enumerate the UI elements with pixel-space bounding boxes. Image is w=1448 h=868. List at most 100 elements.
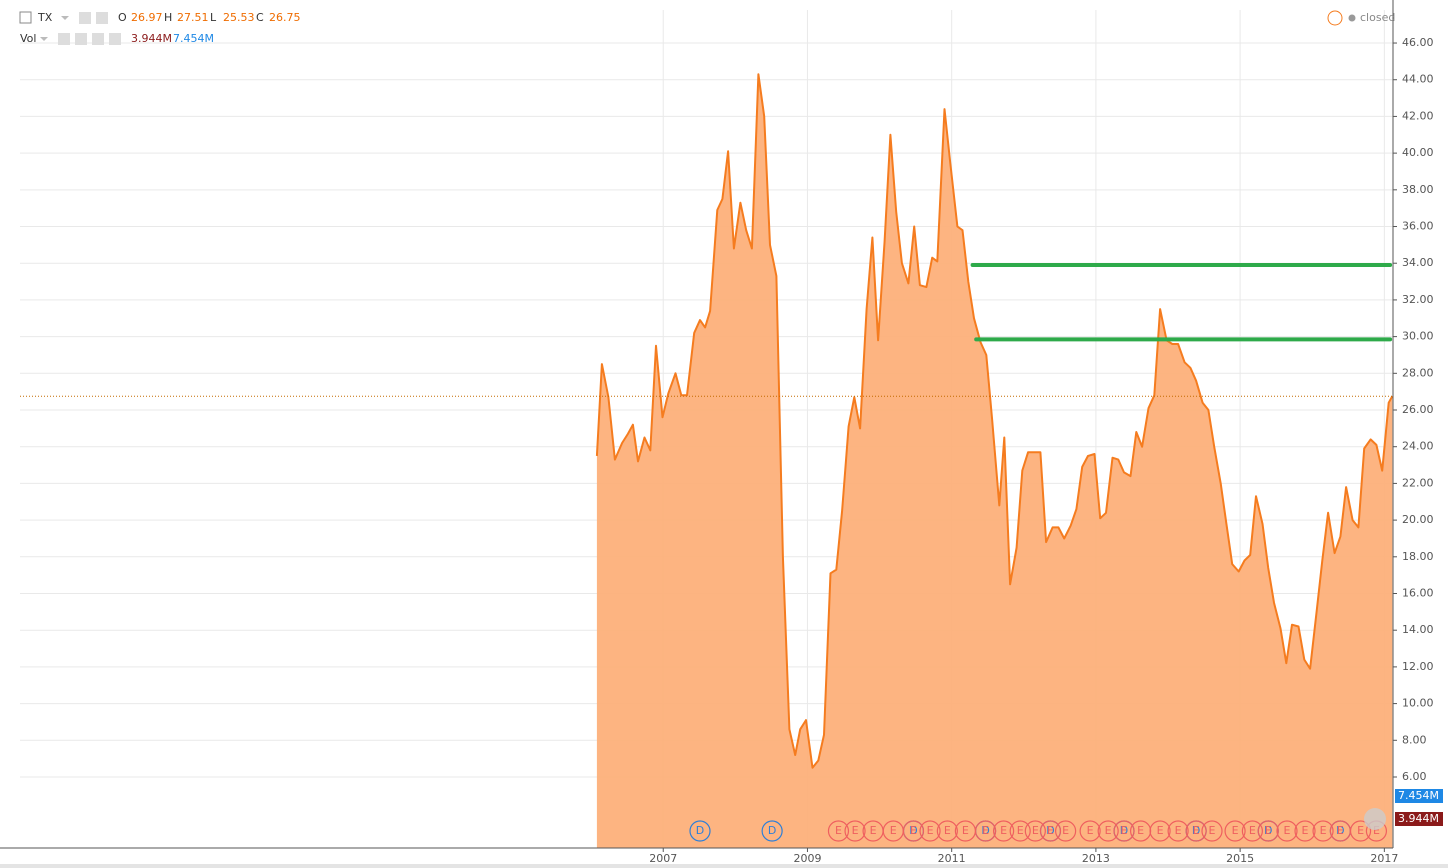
event-label: D [1336, 824, 1344, 837]
event-label: E [1062, 824, 1069, 837]
settings-icon[interactable] [75, 33, 87, 45]
event-label: E [962, 824, 969, 837]
event-label: E [870, 824, 877, 837]
event-label: E [1302, 824, 1309, 837]
event-label: D [696, 824, 704, 837]
event-marker [1257, 820, 1279, 842]
event-marker [1024, 820, 1046, 842]
event-marker [827, 820, 850, 842]
status-dot [1348, 14, 1356, 22]
y-tick-label: 8.00 [1402, 733, 1427, 746]
event-label: E [1121, 824, 1128, 837]
y-tick-label: 14.00 [1402, 623, 1434, 636]
ohlc-value: 26.75 [269, 11, 301, 24]
event-label: E [927, 824, 934, 837]
menu-icon[interactable] [19, 11, 32, 24]
event-marker [1009, 820, 1031, 842]
y-tick-label: 46.00 [1402, 36, 1434, 49]
close-icon[interactable] [109, 33, 121, 45]
ohlc-value: 26.97 [131, 11, 163, 24]
event-label: E [982, 824, 989, 837]
event-marker [1113, 820, 1135, 842]
event-label: E [1175, 824, 1182, 837]
event-marker [1312, 820, 1334, 842]
y-tick-label: 28.00 [1402, 366, 1434, 379]
event-label: E [1249, 824, 1256, 837]
eye-icon[interactable] [79, 12, 91, 24]
event-marker [974, 820, 997, 842]
event-label: E [835, 824, 842, 837]
event-label: E [1209, 824, 1216, 837]
event-label: E [1137, 824, 1144, 837]
event-label: D [1120, 824, 1128, 837]
event-marker [1276, 820, 1298, 842]
event-marker [1201, 820, 1223, 842]
x-tick-label: 2015 [1226, 852, 1254, 865]
y-tick-label: 18.00 [1402, 550, 1434, 563]
y-tick-label: 42.00 [1402, 109, 1434, 122]
price-line [595, 73, 1394, 769]
event-marker [844, 820, 866, 842]
event-label: E [890, 824, 897, 837]
event-marker [1097, 820, 1119, 842]
ohlc-key: C [256, 11, 264, 24]
event-marker [1079, 820, 1101, 842]
event-marker [1241, 820, 1263, 842]
add-icon[interactable] [92, 33, 104, 45]
event-label: E [1193, 824, 1200, 837]
x-tick-label: 2017 [1370, 852, 1398, 865]
event-label: E [1320, 824, 1327, 837]
x-tick-label: 2011 [938, 852, 966, 865]
volume-tag [1395, 812, 1443, 826]
ohlc-key: O [118, 11, 127, 24]
ohlc-key: L [210, 11, 217, 24]
dropdown[interactable] [40, 37, 48, 41]
event-marker [919, 820, 941, 842]
y-tick-label: 40.00 [1402, 146, 1434, 159]
event-marker [689, 820, 711, 842]
dropdown[interactable] [61, 16, 69, 20]
event-label: E [1337, 824, 1344, 837]
settings-icon[interactable] [96, 12, 108, 24]
y-tick-label: 38.00 [1402, 183, 1434, 196]
event-label: E [852, 824, 859, 837]
plot: D D D D D D D D DE E E E E E E E E E E E E E E E E E E E E E E E E E E E E E E [20, 73, 1394, 848]
event-marker [936, 820, 958, 842]
warning-icon[interactable] [1327, 10, 1343, 26]
event-label: E [1373, 824, 1380, 837]
x-tick-label: 2009 [793, 852, 821, 865]
event-label: E [1157, 824, 1164, 837]
eye-icon[interactable] [58, 33, 70, 45]
y-tick-label: 12.00 [1402, 660, 1434, 673]
event-marker [992, 820, 1015, 842]
y-tick-label: 20.00 [1402, 513, 1434, 526]
symbol: TX [37, 11, 53, 24]
ohlc-key: H [164, 11, 172, 24]
scroll-button[interactable] [1364, 808, 1386, 830]
event-label: E [1105, 824, 1112, 837]
y-tick-label: 26.00 [1402, 403, 1434, 416]
header: TX Vol closed O 26.97 H 27.51 L 25.53 C 26.75 3.… [19, 10, 1395, 830]
y-tick-label: 30.00 [1402, 330, 1434, 343]
x-tick-label: 2007 [649, 852, 677, 865]
x-tick-label: 2013 [1082, 852, 1110, 865]
event-label: E [1357, 824, 1364, 837]
y-tick-label: 10.00 [1402, 697, 1434, 710]
event-marker [1149, 820, 1171, 842]
bottom-strip [0, 864, 1448, 868]
event-marker [902, 820, 925, 842]
event-label: D [1046, 824, 1054, 837]
event-label: E [1265, 824, 1272, 837]
event-marker [1185, 820, 1207, 842]
volume-value: 3.944M [131, 32, 172, 45]
y-tick-label: 24.00 [1402, 440, 1434, 453]
volume-tag [1395, 789, 1443, 803]
event-label: D [909, 824, 917, 837]
event-label: E [944, 824, 951, 837]
event-label: E [1087, 824, 1094, 837]
event-label: E [1000, 824, 1007, 837]
event-marker [1294, 820, 1316, 842]
